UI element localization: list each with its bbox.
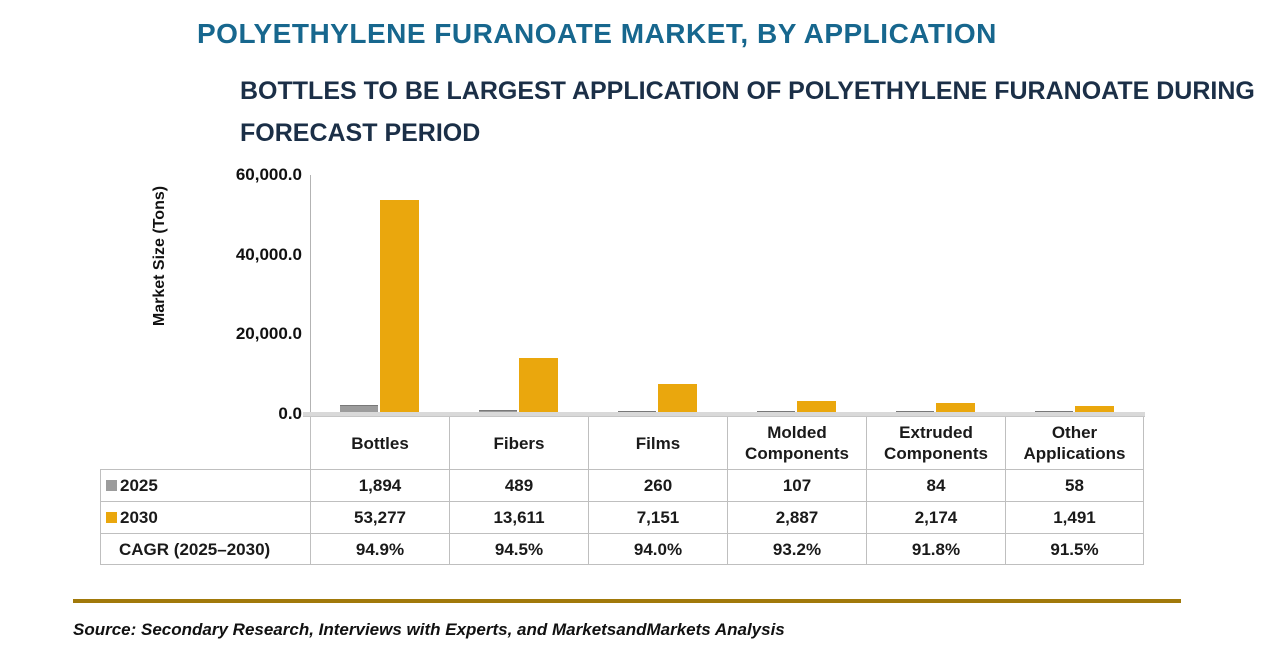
data-table: Bottles Fibers Films Molded Components Extru… [100,417,1144,565]
x-axis-baseline [303,412,1145,417]
column-header-films: Films [588,417,727,469]
column-header-molded-components: Molded Components [727,417,866,469]
bar-2025-films [617,411,656,412]
chart-subtitle: BOTTLES TO BE LARGEST APPLICATION OF POL… [240,70,1255,154]
bar-2030-molded-components [796,400,836,412]
cagr-row-label: CAGR (2025–2030) [100,533,310,565]
y-tick-label-40-000-0: 40,000.0 [235,244,302,264]
bar-2025-other-applications [1034,411,1073,412]
cagr-value-molded-components: 93.2% [727,533,866,565]
value-2030-bottles: 53,277 [310,501,449,533]
series-label-2025: 2025 [120,476,158,495]
y-tick-label-20-000-0: 20,000.0 [235,324,302,344]
bar-2025-extruded-components [895,411,934,412]
cagr-value-films: 94.0% [588,533,727,565]
cagr-value-fibers: 94.5% [449,533,588,565]
value-2030-extruded-components: 2,174 [866,501,1005,533]
bar-2030-films [657,383,697,412]
cagr-value-extruded-components: 91.8% [866,533,1005,565]
bar-2030-extruded-components [935,403,975,412]
value-2025-other-applications: 58 [1005,469,1144,501]
bar-2025-bottles [339,404,378,412]
bar-2030-other-applications [1074,406,1114,412]
chart-subtitle-line2: FORECAST PERIOD [240,119,481,147]
column-header-fibers: Fibers [449,417,588,469]
bar-2030-bottles [379,199,419,412]
value-2025-films: 260 [588,469,727,501]
bar-2025-molded-components [756,411,795,412]
bar-plot-area [310,170,1144,412]
y-tick-label-60-000-0: 60,000.0 [235,165,302,184]
legend-cell-2025: 2025 [100,469,310,501]
value-2025-extruded-components: 84 [866,469,1005,501]
value-2030-other-applications: 1,491 [1005,501,1144,533]
table-header-spacer [100,417,310,469]
value-2030-molded-components: 2,887 [727,501,866,533]
y-axis-title: Market Size (Tons) [151,185,168,327]
page-title: POLYETHYLENE FURANOATE MARKET, BY APPLIC… [197,18,997,49]
y-tick-label-0-0: 0.0 [278,404,302,423]
legend-swatch-2025 [106,480,117,491]
source-text: Source: Secondary Research, Interviews w… [73,620,785,639]
column-header-extruded-components: Extruded Components [866,417,1005,469]
series-label-2030: 2030 [120,508,158,527]
column-header-bottles: Bottles [310,417,449,469]
cagr-value-other-applications: 91.5% [1005,533,1144,565]
value-2025-bottles: 1,894 [310,469,449,501]
column-header-other-applications: Other Applications [1005,417,1144,469]
y-axis-line [310,175,311,412]
source-divider-rule [73,599,1181,603]
legend-cell-2030: 2030 [100,501,310,533]
value-2025-molded-components: 107 [727,469,866,501]
value-2030-fibers: 13,611 [449,501,588,533]
value-2030-films: 7,151 [588,501,727,533]
value-2025-fibers: 489 [449,469,588,501]
bar-2025-fibers [478,410,517,412]
chart-subtitle-line1: BOTTLES TO BE LARGEST APPLICATION OF POL… [240,77,1255,105]
cagr-value-bottles: 94.9% [310,533,449,565]
legend-swatch-2030 [106,512,117,523]
bar-2030-fibers [518,357,558,412]
